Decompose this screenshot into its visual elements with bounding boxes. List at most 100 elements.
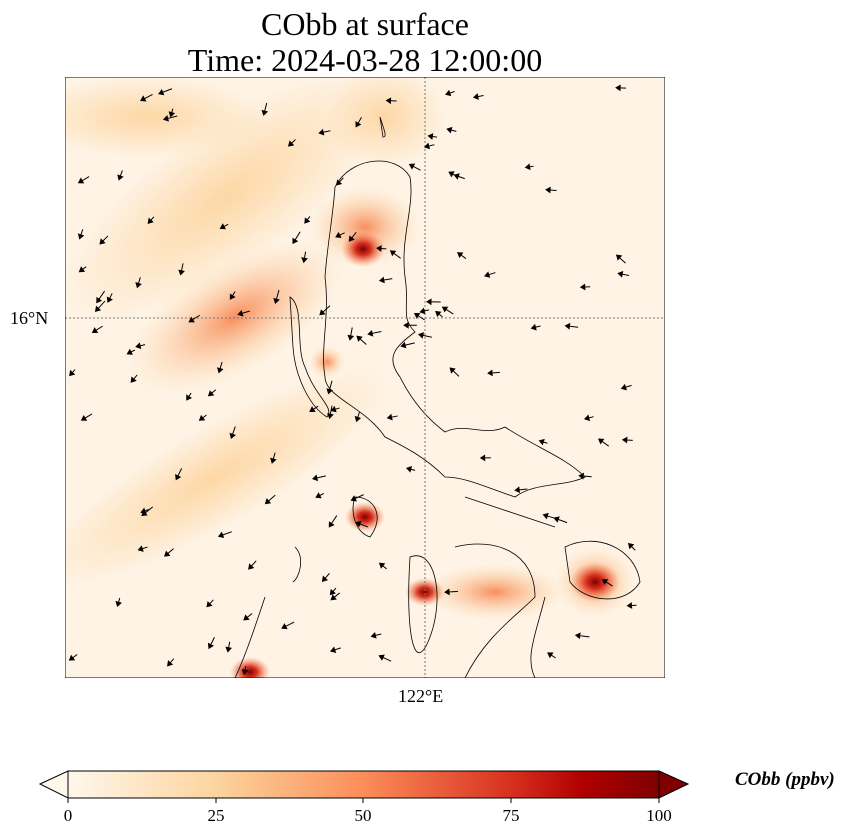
wind-arrow xyxy=(472,93,484,100)
wind-arrow xyxy=(309,405,319,412)
wind-arrow xyxy=(329,587,337,596)
wind-arrow xyxy=(115,597,122,608)
wind-arrow xyxy=(162,115,178,122)
lon-label: 122°E xyxy=(398,686,444,706)
colorbar xyxy=(38,770,690,803)
wind-arrow xyxy=(135,342,146,350)
wind-arrow xyxy=(229,291,236,300)
wind-arrow xyxy=(530,323,541,331)
wind-arrow xyxy=(126,348,136,355)
wind-arrow xyxy=(579,283,591,291)
wind-arrow xyxy=(545,186,557,194)
wind-arrow xyxy=(583,414,594,422)
wind-arrow xyxy=(330,646,342,653)
wind-arrow xyxy=(615,84,627,92)
wind-arrow xyxy=(620,383,632,391)
wind-arrow xyxy=(264,494,276,505)
wind-arrow xyxy=(547,652,556,659)
wind-arrow xyxy=(186,392,193,401)
wind-arrow xyxy=(158,88,173,96)
wind-arrow xyxy=(423,142,435,150)
wind-arrow xyxy=(335,177,344,186)
colorbar-tick: 25 xyxy=(207,806,225,825)
wind-arrow xyxy=(69,369,76,377)
wind-arrow xyxy=(175,468,183,481)
wind-arrow xyxy=(441,306,454,315)
wind-arrow xyxy=(315,492,324,499)
wind-arrow xyxy=(261,102,269,116)
wind-arrow xyxy=(207,637,215,650)
coastline xyxy=(234,116,641,678)
wind-arrow xyxy=(457,252,467,259)
wind-arrow xyxy=(321,572,330,582)
colorbar-tick: 100 xyxy=(646,806,672,825)
colorbar-tick: 75 xyxy=(502,806,520,825)
wind-arrow xyxy=(408,163,421,171)
wind-arrow xyxy=(564,322,579,330)
wind-arrow xyxy=(426,298,441,306)
wind-arrow xyxy=(378,276,393,284)
wind-arrow xyxy=(419,307,430,315)
wind-arrow xyxy=(335,231,345,238)
wind-arrow xyxy=(413,312,425,321)
title-line-2: Time: 2024-03-28 12:00:00 xyxy=(187,42,543,78)
wind-arrow xyxy=(216,361,224,374)
wind-arrow xyxy=(241,666,249,676)
wind-arrow xyxy=(91,325,103,333)
wind-arrow xyxy=(487,369,500,377)
wind-arrow xyxy=(626,602,637,609)
wind-arrow xyxy=(117,170,124,181)
wind-arrow xyxy=(355,520,369,528)
wind-arrow xyxy=(96,290,105,304)
wind-arrow xyxy=(147,216,155,224)
wind-arrow xyxy=(140,93,153,102)
wind-arrow xyxy=(553,516,568,524)
wind-arrow xyxy=(350,494,364,502)
wind-arrow xyxy=(400,341,415,349)
wind-arrow xyxy=(385,97,397,105)
wind-arrow xyxy=(318,128,331,136)
wind-arrow xyxy=(281,621,295,630)
colorbar-min-extend xyxy=(38,770,69,799)
wind-vectors xyxy=(68,84,637,676)
wind-arrow xyxy=(615,254,626,264)
wind-arrow xyxy=(287,139,296,147)
wind-arrow xyxy=(311,474,326,482)
wind-arrow xyxy=(378,562,387,570)
wind-arrow xyxy=(597,438,610,447)
wind-arrow xyxy=(77,176,90,184)
lat-label: 16°N xyxy=(10,308,49,328)
wind-arrow xyxy=(445,89,455,97)
concentration-field xyxy=(65,77,635,678)
wind-arrow xyxy=(326,380,333,395)
wind-arrow xyxy=(330,405,340,413)
wind-arrow xyxy=(378,654,392,662)
wind-arrow xyxy=(319,305,331,316)
wind-arrow xyxy=(292,231,301,245)
wind-arrow xyxy=(355,116,362,128)
wind-arrow xyxy=(435,310,443,318)
wind-arrow xyxy=(427,133,437,140)
wind-arrow xyxy=(78,266,87,273)
wind-arrow xyxy=(304,216,311,224)
wind-arrow xyxy=(601,579,613,587)
wind-arrow xyxy=(178,263,185,276)
wind-arrow xyxy=(130,374,138,383)
wind-arrow xyxy=(479,454,491,462)
wind-arrow xyxy=(403,321,417,329)
wind-arrow xyxy=(217,531,232,539)
colorbar-gradient xyxy=(67,770,660,799)
wind-arrow xyxy=(301,251,308,264)
wind-arrow xyxy=(237,309,251,317)
wind-arrow xyxy=(206,599,214,608)
wind-arrow xyxy=(68,654,78,661)
wind-arrow xyxy=(330,592,340,601)
title-line-1: CObb at surface xyxy=(261,6,469,42)
wind-arrow xyxy=(356,335,367,345)
wind-arrow xyxy=(135,277,142,289)
wind-arrow xyxy=(328,515,338,528)
wind-arrow xyxy=(538,438,548,446)
wind-arrow xyxy=(418,332,432,339)
wind-arrow xyxy=(389,250,401,259)
colorbar-tick: 0 xyxy=(63,806,73,825)
